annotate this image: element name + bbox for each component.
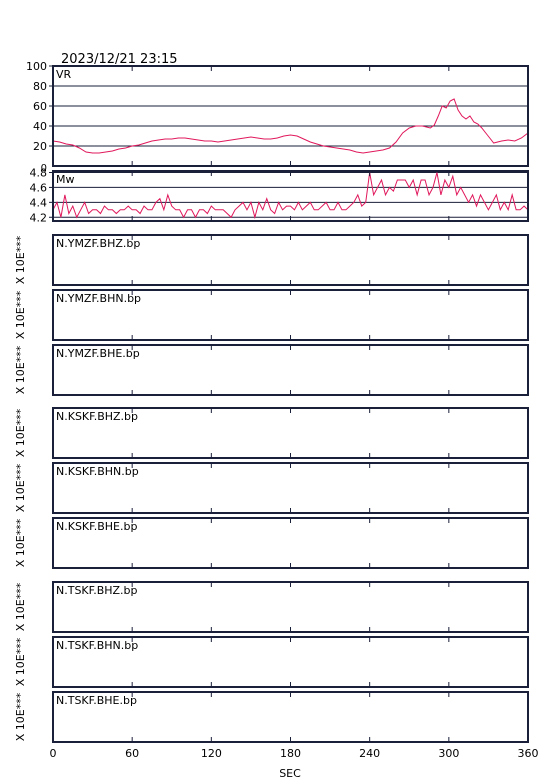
- station-panel: N.KSKF.BHZ.bp X 10E***: [14, 407, 529, 459]
- x-tick-label: 300: [438, 747, 459, 760]
- station-label: N.TSKF.BHE.bp: [56, 694, 137, 707]
- station-label: N.TSKF.BHN.bp: [56, 639, 138, 652]
- mw-y-tick-label: 4.2: [30, 211, 48, 224]
- vr-y-tick-label-zero: 0: [41, 163, 47, 174]
- station-y-unit-label: X 10E***: [14, 582, 27, 631]
- station-panel: N.YMZF.BHE.bp X 10E***: [14, 344, 529, 396]
- station-panel: N.YMZF.BHN.bp X 10E***: [14, 289, 529, 341]
- station-label: N.KSKF.BHE.bp: [56, 520, 137, 533]
- station-y-unit-label: X 10E***: [14, 463, 27, 512]
- mw-frame: [52, 170, 529, 222]
- mw-label: Mw: [56, 173, 75, 186]
- vr-panel: 20 40 60 80 100 0 VR: [26, 60, 529, 174]
- station-label: N.KSKF.BHZ.bp: [56, 410, 138, 423]
- station-panel: N.KSKF.BHE.bp X 10E***: [14, 517, 529, 569]
- x-tick-label: 120: [201, 747, 222, 760]
- vr-y-tick-label: 80: [33, 80, 47, 93]
- timestamp: 2023/12/21 23:15: [61, 52, 178, 67]
- station-panel: N.YMZF.BHZ.bp X 10E***: [14, 234, 529, 286]
- station-label: N.YMZF.BHE.bp: [56, 347, 140, 360]
- vr-label: VR: [56, 68, 72, 81]
- station-label: N.YMZF.BHN.bp: [56, 292, 141, 305]
- station-label: N.TSKF.BHZ.bp: [56, 584, 138, 597]
- station-panel: N.TSKF.BHN.bp X 10E***: [14, 636, 529, 688]
- vr-y-tick-label: 20: [33, 140, 47, 153]
- station-y-unit-label: X 10E***: [14, 345, 27, 394]
- mw-y-tick-label: 4.4: [30, 196, 48, 209]
- station-panel: N.TSKF.BHZ.bp X 10E***: [14, 581, 529, 633]
- vr-y-tick-label: 100: [26, 60, 47, 73]
- station-panel: N.TSKF.BHE.bp X 10E***: [14, 691, 529, 743]
- x-axis-label: SEC: [279, 767, 301, 780]
- x-tick-label: 60: [125, 747, 139, 760]
- station-y-unit-label: X 10E***: [14, 692, 27, 741]
- vr-frame: [52, 65, 529, 167]
- station-label: N.KSKF.BHN.bp: [56, 465, 139, 478]
- x-tick-label: 360: [518, 747, 539, 760]
- vr-y-tick-label: 40: [33, 120, 47, 133]
- station-y-unit-label: X 10E***: [14, 637, 27, 686]
- station-label: N.YMZF.BHZ.bp: [56, 237, 140, 250]
- vr-y-tick-label: 60: [33, 100, 47, 113]
- mw-panel: 4.2 4.4 4.6 4.8 Mw: [30, 166, 529, 224]
- station-y-unit-label: X 10E***: [14, 235, 27, 284]
- vr-trace: [52, 98, 529, 154]
- x-tick-label: 0: [50, 747, 57, 760]
- mw-y-tick-label: 4.8: [30, 166, 48, 179]
- mw-trace: [52, 172, 529, 220]
- x-axis: 0 60 120 180 240 300 360: [50, 747, 539, 760]
- station-panels: N.YMZF.BHZ.bp X 10E*** N.YMZF.BHN.bp X 10E*…: [14, 234, 529, 743]
- station-y-unit-label: X 10E***: [14, 518, 27, 567]
- station-panel: N.KSKF.BHN.bp X 10E***: [14, 462, 529, 514]
- station-y-unit-label: X 10E***: [14, 408, 27, 457]
- station-y-unit-label: X 10E***: [14, 290, 27, 339]
- mw-y-tick-label: 4.6: [30, 181, 48, 194]
- x-tick-label: 180: [280, 747, 301, 760]
- x-tick-label: 240: [359, 747, 380, 760]
